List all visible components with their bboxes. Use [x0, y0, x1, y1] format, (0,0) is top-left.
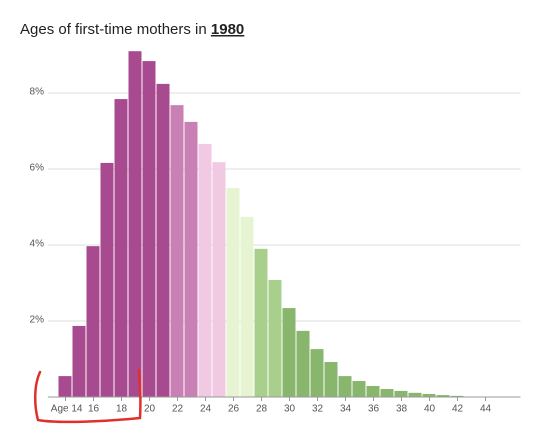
bar: [254, 248, 268, 397]
chart-title: Ages of first-time mothers in 1980: [20, 21, 244, 38]
x-tick-label: 16: [88, 404, 100, 415]
bar: [226, 188, 240, 397]
bar: [296, 330, 310, 397]
bar: [114, 99, 128, 397]
y-tick-label: 4%: [30, 239, 45, 250]
x-tick-label: 24: [200, 404, 212, 415]
x-tick-label: 40: [424, 404, 436, 415]
x-tick-label: 44: [480, 404, 492, 415]
title-year: 1980: [211, 21, 244, 38]
y-tick-label: 8%: [30, 87, 45, 98]
bar: [352, 381, 366, 397]
x-tick-label: 20: [144, 404, 156, 415]
x-tick-label: Age 14: [51, 404, 83, 415]
x-tick-label: 42: [452, 404, 464, 415]
bar: [58, 376, 72, 397]
x-tick-label: 38: [396, 404, 408, 415]
x-tick-label: 22: [172, 404, 184, 415]
y-tick-label: 6%: [30, 163, 45, 174]
bar: [212, 162, 226, 397]
bar: [394, 390, 408, 397]
bar: [86, 246, 100, 397]
bar: [128, 51, 142, 397]
bar: [450, 395, 464, 397]
bar: [142, 61, 156, 398]
bar: [184, 121, 198, 397]
bar: [380, 389, 394, 397]
x-tick-label: 28: [256, 404, 268, 415]
x-tick-label: 36: [368, 404, 380, 415]
bar: [282, 308, 296, 397]
x-tick-label: 26: [228, 404, 240, 415]
bar: [100, 162, 114, 397]
x-tick-label: 34: [340, 404, 352, 415]
x-tick-label: 30: [284, 404, 296, 415]
bar: [436, 395, 450, 397]
bar: [310, 349, 324, 397]
bar: [366, 385, 380, 397]
bar: [324, 362, 338, 397]
annotation-bracket: [34, 368, 142, 424]
bar: [268, 279, 282, 397]
bar: [422, 393, 436, 397]
plot-area: 2% 4% 6% 8% Age 14 16 18 20 22 24 26 28 30 32 34 36 38 40…: [30, 51, 521, 415]
title-text: Ages of first-time mothers in: [20, 21, 207, 38]
y-tick-label: 2%: [30, 315, 45, 326]
x-tick-label: 18: [116, 404, 128, 415]
x-tick-label: 32: [312, 404, 324, 415]
bar: [408, 392, 422, 397]
bar: [72, 325, 86, 397]
bar: [338, 376, 352, 397]
bar: [240, 216, 254, 397]
bar: [156, 83, 170, 397]
bar: [170, 105, 184, 397]
bar: [198, 143, 212, 397]
